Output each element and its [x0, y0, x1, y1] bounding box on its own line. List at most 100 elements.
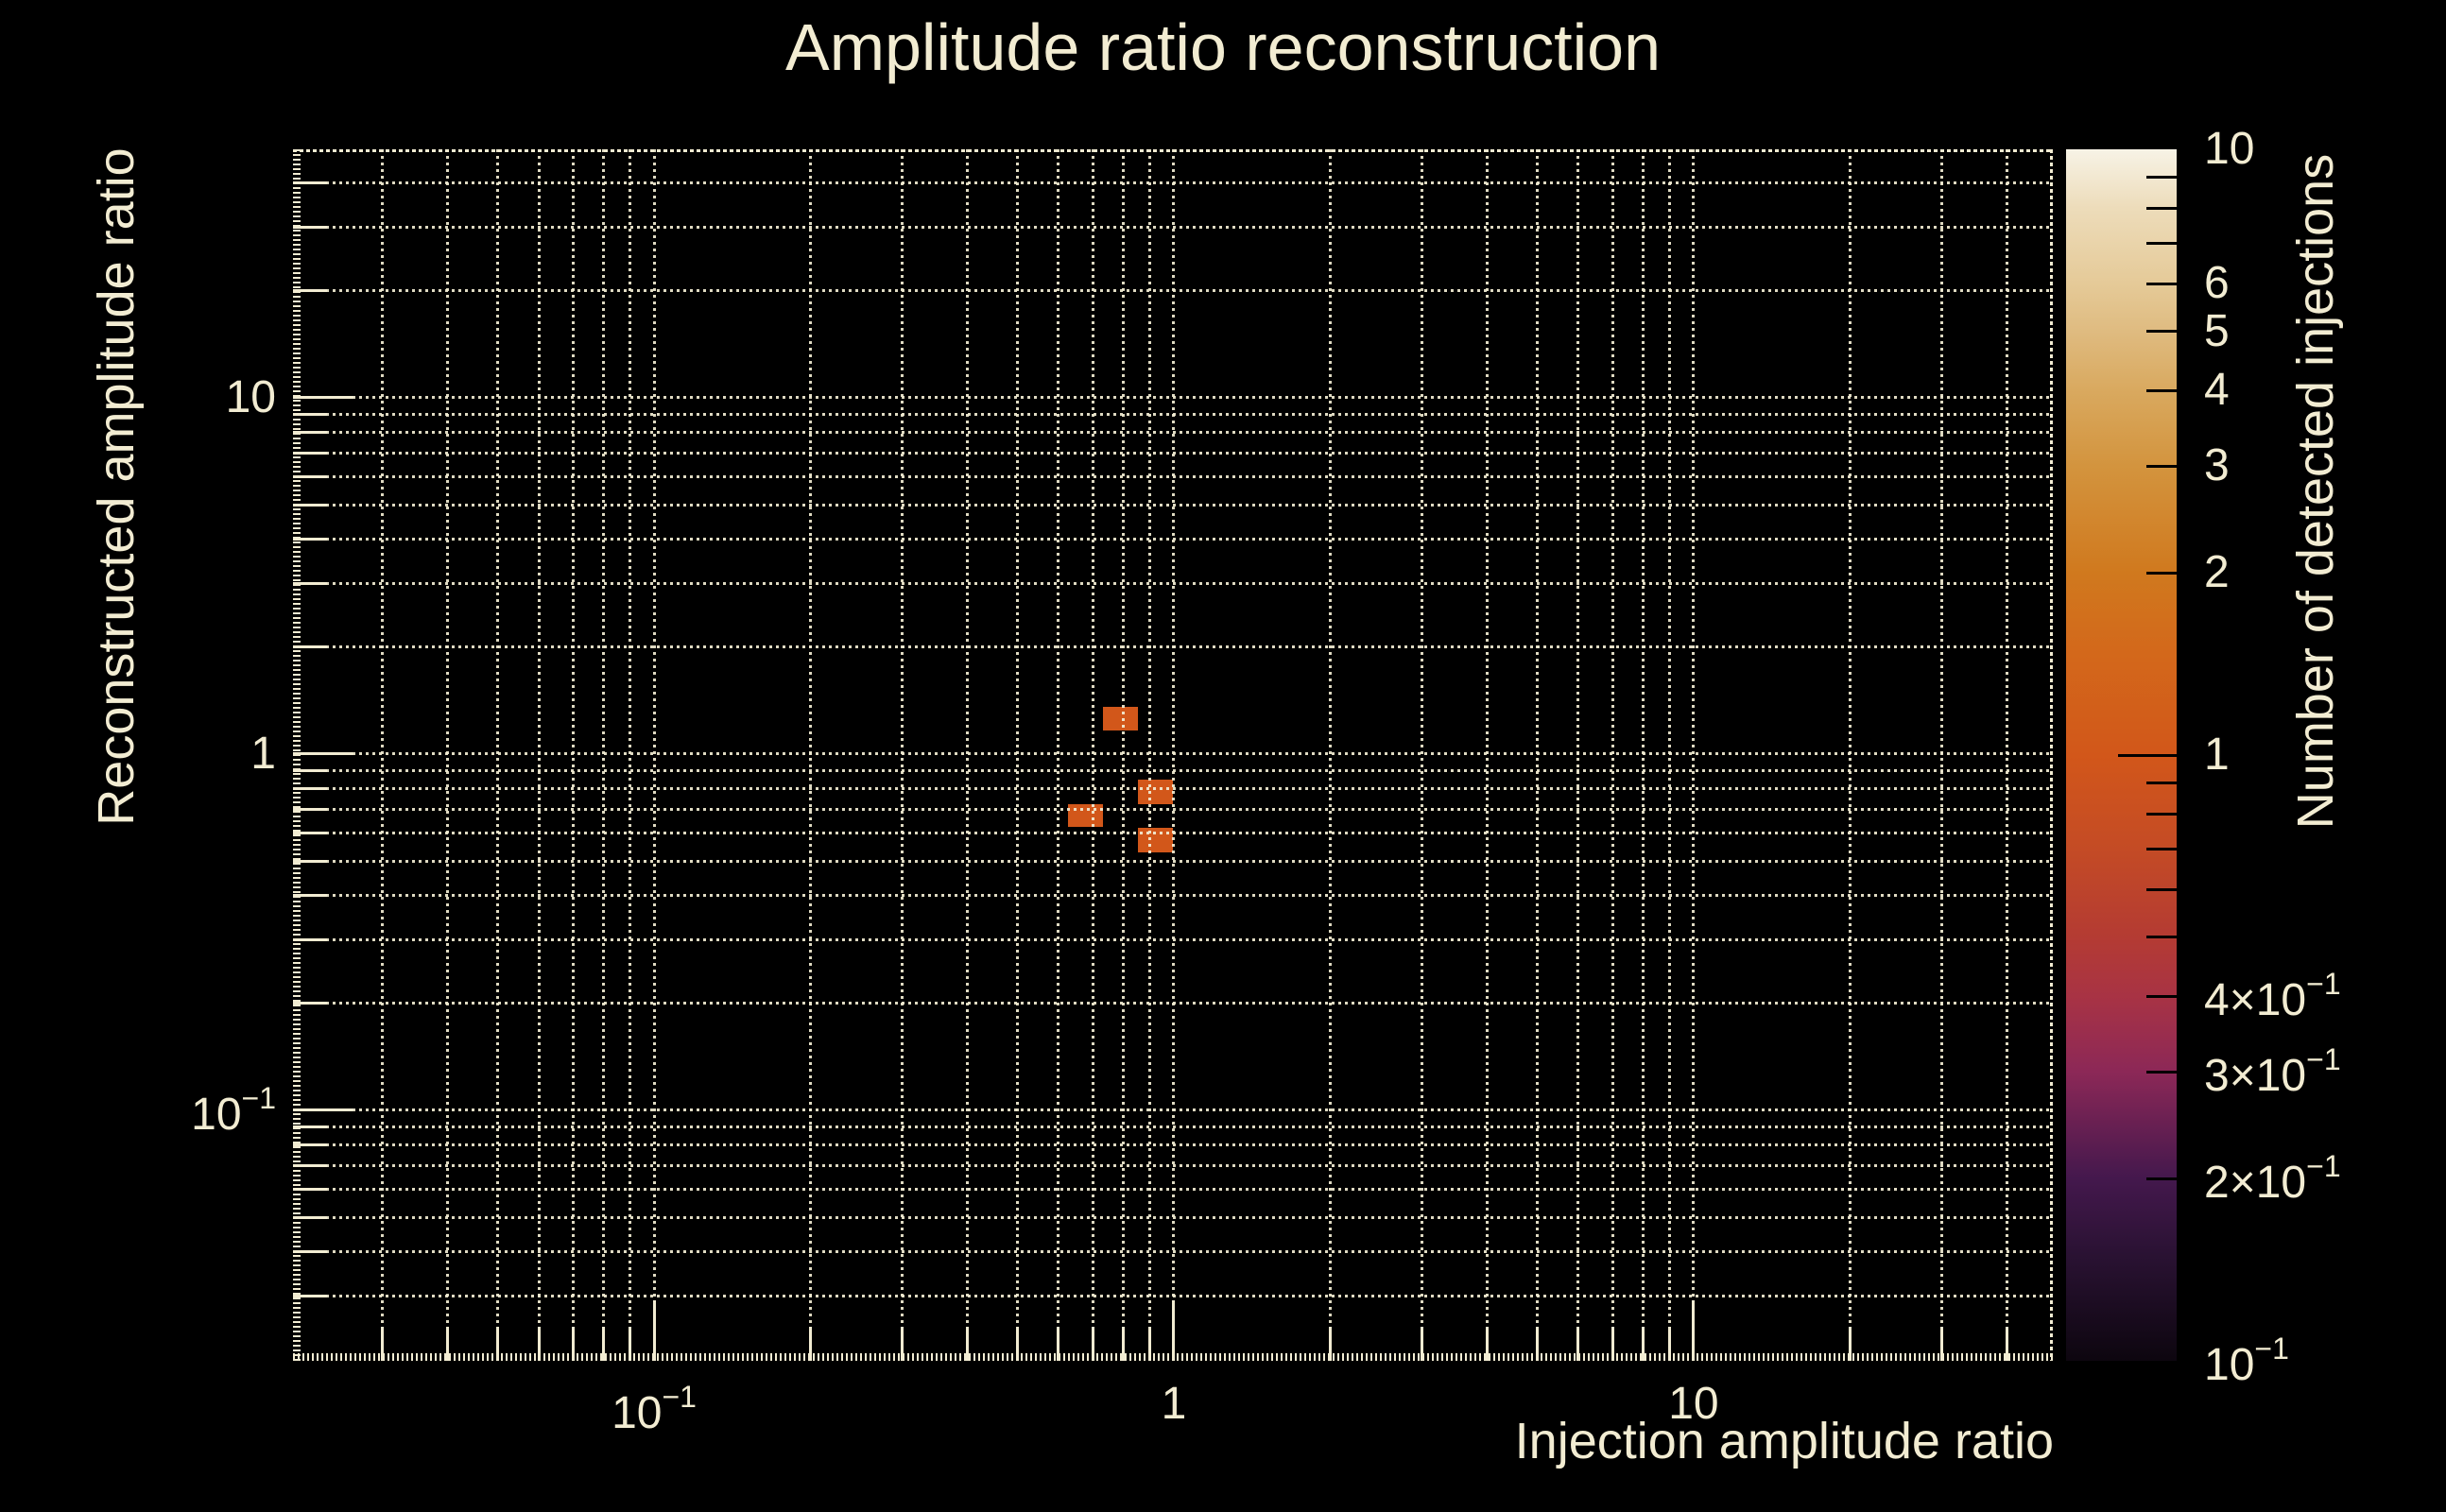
y-gridline-minor: [293, 288, 2053, 292]
y-tick-label: 1: [0, 730, 276, 777]
colorbar-tick-label-text: 5: [2204, 305, 2230, 356]
colorbar-tick-minor: [2146, 1177, 2177, 1180]
y-gridline-minor: [293, 1187, 2053, 1191]
y-tick: [293, 1295, 327, 1298]
axis-top-edge: [293, 149, 2053, 152]
y-tick: [293, 1163, 327, 1167]
y-tick: [293, 503, 327, 507]
colorbar-tick-minor: [2146, 1070, 2177, 1074]
colorbar-tick-major: [2118, 753, 2177, 757]
colorbar-tick-label: 3: [2204, 443, 2230, 489]
colorbar-tick-minor: [2146, 887, 2177, 891]
y-gridline-minor: [293, 451, 2053, 455]
colorbar-tick-label: 5: [2204, 305, 2230, 356]
colorbar-tick-label-text: 10: [2204, 124, 2255, 174]
y-tick-label-text: 10: [225, 371, 276, 422]
x-tick-label: 1: [1162, 1382, 1187, 1427]
y-gridline-major: [293, 752, 2053, 756]
x-tick-label-text: 10: [1668, 1379, 1719, 1429]
colorbar-tick-label-text: 2: [2204, 547, 2230, 598]
y-gridline-minor: [293, 1250, 2053, 1254]
y-gridline-minor: [293, 894, 2053, 898]
colorbar-tick-minor: [2146, 464, 2177, 468]
colorbar-tick-label: 1: [2204, 732, 2230, 778]
y-gridline-minor: [293, 938, 2053, 942]
y-tick: [293, 1108, 353, 1112]
x-tick: [1148, 1327, 1152, 1361]
chart-title: Amplitude ratio reconstruction: [785, 10, 1661, 84]
y-gridline-minor: [293, 1001, 2053, 1005]
x-tick: [1057, 1327, 1060, 1361]
y-tick-label: 10: [0, 371, 276, 422]
x-tick-label: 10−1: [612, 1382, 697, 1436]
colorbar-tick-label: 4×10−1: [2204, 969, 2341, 1023]
axis-right-edge: [2050, 149, 2053, 1361]
x-tick: [1611, 1327, 1615, 1361]
y-tick-label: 10−1: [0, 1083, 276, 1138]
y-gridline-minor: [293, 430, 2053, 434]
y-gridline-minor: [293, 538, 2053, 541]
y-tick: [293, 226, 327, 230]
y-tick: [293, 644, 327, 648]
x-tick: [1015, 1327, 1019, 1361]
colorbar-tick-minor: [2146, 388, 2177, 392]
colorbar-tick-label: 4: [2204, 368, 2230, 413]
y-gridline-minor: [293, 859, 2053, 863]
y-gridline-minor: [293, 1295, 2053, 1298]
x-tick: [537, 1327, 541, 1361]
x-tick: [2005, 1327, 2008, 1361]
colorbar-tick-minor: [2146, 812, 2177, 816]
x-tick: [602, 1327, 606, 1361]
x-tick: [900, 1327, 904, 1361]
y-tick: [293, 538, 327, 541]
heatmap-bin: [1103, 706, 1138, 730]
colorbar-tick-label: 2: [2204, 550, 2230, 595]
x-tick: [1692, 1300, 1696, 1361]
colorbar-tick-label: 10−1: [2204, 1333, 2289, 1388]
x-tick: [1329, 1327, 1333, 1361]
y-tick: [293, 1187, 327, 1191]
colorbar-tick-label-text: 4×10: [2204, 975, 2307, 1026]
colorbar-tick-label: 2×10−1: [2204, 1151, 2341, 1206]
y-tick: [293, 1125, 327, 1128]
x-tick: [1576, 1327, 1580, 1361]
colorbar-tick-minor: [2146, 206, 2177, 210]
x-tick: [1485, 1327, 1489, 1361]
y-gridline-minor: [293, 582, 2053, 586]
colorbar-tick-label-exponent: −1: [2306, 967, 2341, 1002]
colorbar-tick-minor: [2146, 571, 2177, 575]
colorbar-tick-minor: [2146, 330, 2177, 334]
y-gridline-minor: [293, 786, 2053, 790]
y-tick: [293, 1215, 327, 1219]
y-tick: [293, 768, 327, 772]
x-tick: [1642, 1327, 1645, 1361]
y-gridline-minor: [293, 474, 2053, 478]
y-tick: [293, 288, 327, 292]
y-gridline-minor: [293, 644, 2053, 648]
y-gridline-minor: [293, 768, 2053, 772]
y-tick: [293, 786, 327, 790]
y-tick: [293, 894, 327, 898]
y-axis-title: Reconstructed amplitude ratio: [88, 147, 145, 826]
y-tick: [293, 807, 327, 811]
colorbar-tick-label-exponent: −1: [2254, 1332, 2289, 1366]
heatmap-bin: [1138, 780, 1173, 804]
y-tick: [293, 1143, 327, 1146]
y-gridline-minor: [293, 412, 2053, 416]
colorbar-tick-label: 3×10−1: [2204, 1044, 2341, 1099]
y-gridline-minor: [293, 226, 2053, 230]
y-tick: [293, 859, 327, 863]
colorbar-tick-label: 10: [2204, 127, 2254, 172]
colorbar-tick-label-exponent: −1: [2306, 1149, 2341, 1184]
y-tick: [293, 430, 327, 434]
y-tick: [293, 752, 353, 756]
x-tick: [965, 1327, 969, 1361]
y-gridline-minor: [293, 1215, 2053, 1219]
x-tick-label-text: 1: [1161, 1379, 1187, 1429]
colorbar-tick-label: 6: [2204, 261, 2230, 306]
x-tick: [652, 1300, 656, 1361]
x-tick: [380, 1327, 384, 1361]
y-tick: [293, 396, 353, 400]
x-tick: [1848, 1327, 1852, 1361]
